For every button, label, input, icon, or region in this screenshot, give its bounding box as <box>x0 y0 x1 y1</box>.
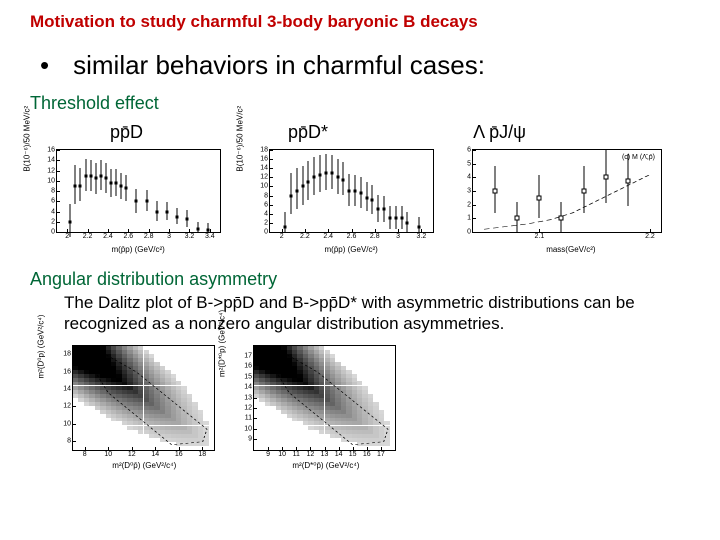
chart2-label: pp̄D* <box>288 122 328 143</box>
dalitz-ppDstar: 9101112131415161791011121314151617m²(D*⁰… <box>225 341 400 471</box>
angular-label: Angular distribution asymmetry <box>30 269 690 290</box>
dalitz-row: 8101214161881012141618m²(D⁰p̄) (GeV²/c⁴)… <box>30 341 690 471</box>
chart1-label: pp̄D <box>110 122 143 143</box>
chart-lambda-pbar: 01234562.12.2(c) M (Λ̄,p̄)mass(GeV/c²) <box>456 145 666 255</box>
threshold-label: Threshold effect <box>30 93 690 114</box>
bullet-mark: • <box>40 50 49 81</box>
angular-desc: The Dalitz plot of B->pp̄D and B->pp̄D* … <box>30 292 690 335</box>
bullet-row: • similar behaviors in charmful cases: <box>30 50 690 81</box>
slide-title: Motivation to study charmful 3-body bary… <box>30 12 690 32</box>
threshold-charts-row: 024681012141622.22.42.62.833.23.4m(p̄p) … <box>30 145 690 255</box>
chart-labels-row: pp̄D pp̄D* Λ p̄J/ψ <box>30 122 690 143</box>
chart-ppDstar: 02468101214161822.22.42.62.833.2m(p̄p) (… <box>243 145 438 255</box>
chart-ppD: 024681012141622.22.42.62.833.23.4m(p̄p) … <box>30 145 225 255</box>
dalitz-ppD: 8101214161881012141618m²(D⁰p̄) (GeV²/c⁴)… <box>44 341 219 471</box>
chart3-label: Λ p̄J/ψ <box>473 122 526 143</box>
bullet-text: similar behaviors in charmful cases: <box>73 50 485 81</box>
